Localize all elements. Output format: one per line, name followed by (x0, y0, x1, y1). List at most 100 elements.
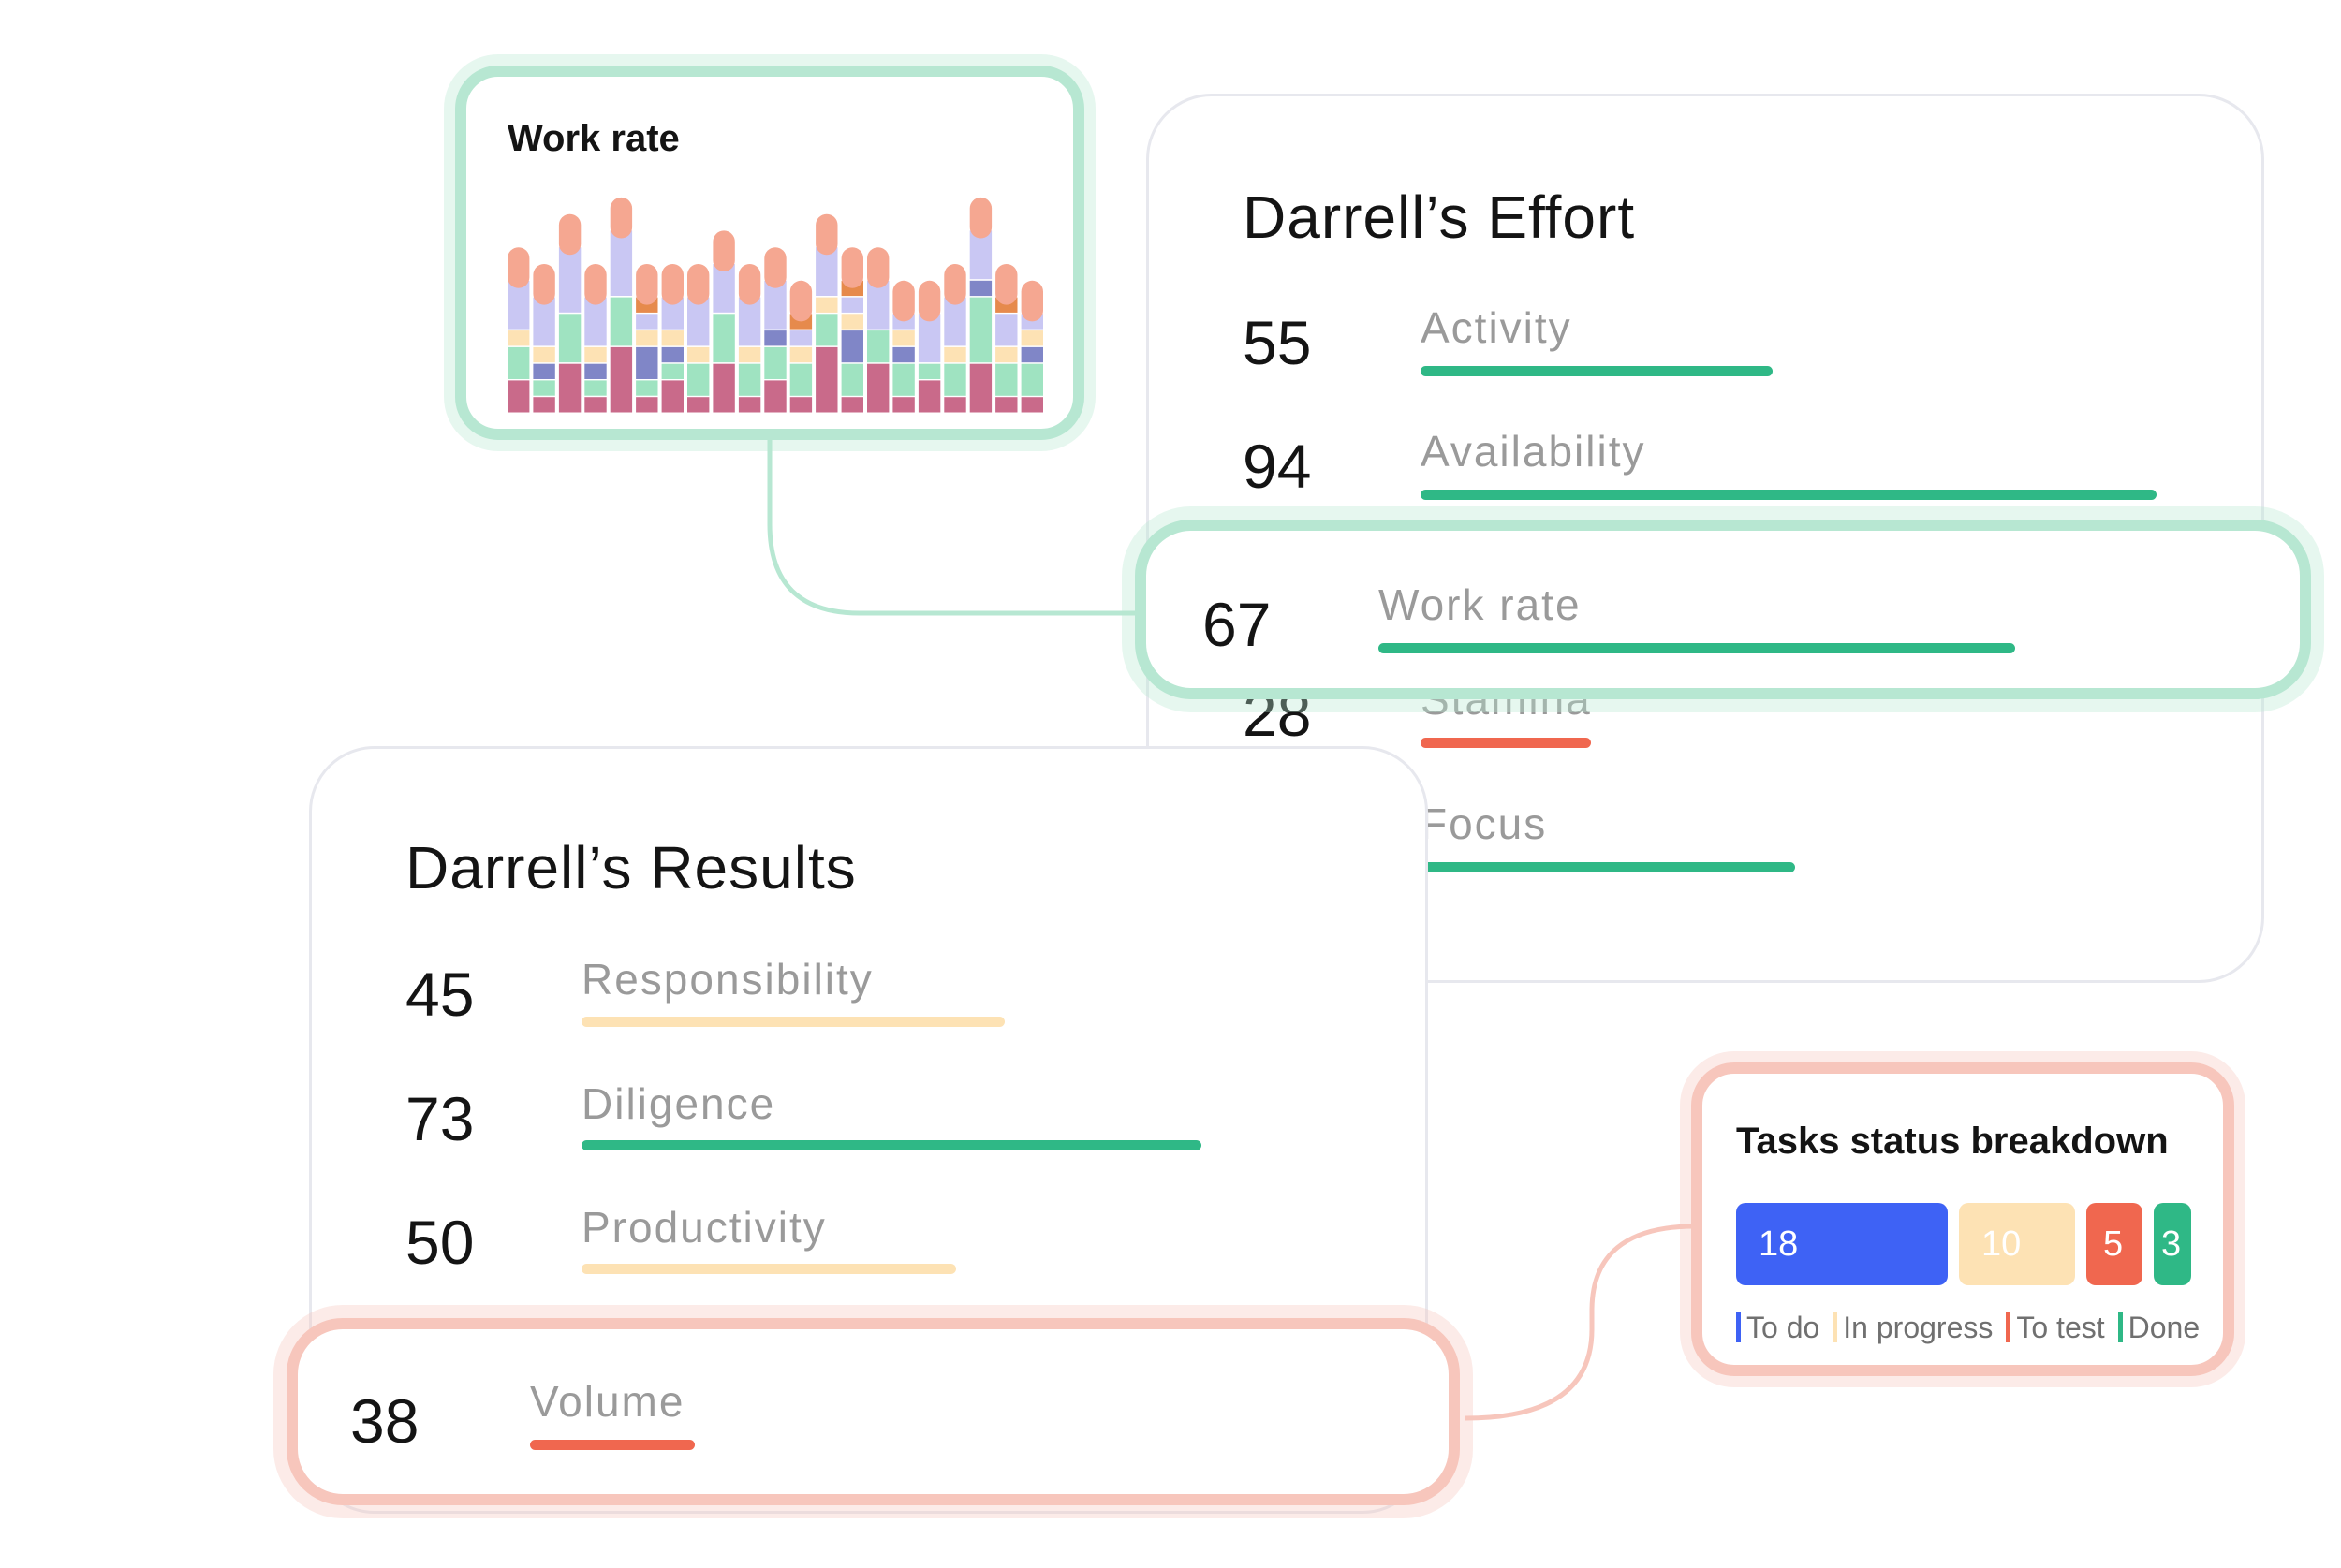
responsibility-bar (582, 1017, 1005, 1027)
volume-highlight-row[interactable]: 38 Volume (287, 1318, 1460, 1505)
work-rate-bar-21-cream (1021, 330, 1043, 346)
work-rate-bar-17-salmon (918, 280, 941, 322)
work-rate-bar-19-salmon (969, 197, 993, 239)
work-rate-bar-3-lavender (558, 247, 582, 313)
work-rate-bar-9-green (713, 314, 735, 363)
work-rate-bar-2-base (533, 397, 555, 413)
legend-done: Done (2117, 1312, 2200, 1342)
work-rate-bar-4-lavender (584, 297, 607, 346)
work-rate-bar-8-green (687, 363, 710, 396)
segment-done[interactable]: 3 (2154, 1203, 2191, 1285)
work-rate-bar-18-cream (944, 346, 966, 363)
work-rate-bar-11-base (764, 380, 787, 413)
responsibility-label: Responsibility (582, 955, 874, 1004)
work-rate-highlight-row[interactable]: 67 Work rate (1135, 520, 2311, 699)
responsibility-value: 45 (405, 960, 475, 1029)
work-rate-bar-7-lavender (661, 297, 684, 330)
work-rate-bar-3-salmon (558, 213, 582, 256)
work-rate-bar-5-green (610, 297, 633, 346)
work-rate-bar-19-lavender (969, 230, 993, 280)
work-rate-bar-11-violet (764, 330, 787, 346)
work-rate-bar-18-salmon (944, 264, 966, 305)
work-rate-bar-11-green (764, 346, 787, 379)
activity-value: 55 (1243, 308, 1312, 377)
work-rate-bar-9-salmon (713, 230, 735, 271)
work-rate-widget[interactable]: Work rate (455, 66, 1084, 440)
segment-in-progress[interactable]: 10 (1959, 1203, 2075, 1285)
work-rate-bar-17-lavender (918, 314, 941, 363)
work-rate-bar-6-lavender (636, 314, 658, 330)
work-rate-bar-18-lavender (944, 297, 966, 346)
work-rate-bar-15-lavender (867, 280, 890, 330)
work-rate-bar-5-salmon (610, 197, 633, 239)
work-rate-bar-16-green (892, 363, 915, 396)
work-rate-bar-2-cream (533, 346, 555, 363)
effort-title: Darrell’s Effort (1243, 183, 1636, 251)
work-rate-bar-10-lavender (738, 297, 761, 346)
work-rate-bar-4-green (584, 380, 607, 396)
tasks-legend: To do In progress To test Done (1736, 1312, 2200, 1342)
work-rate-bar-12-cream (789, 346, 813, 363)
work-rate-bar-1-salmon (508, 247, 530, 288)
work-rate-bar-13-green (816, 314, 838, 346)
work-rate-bar-3-green (558, 314, 582, 363)
diligence-value: 73 (405, 1084, 475, 1153)
volume-label: Volume (530, 1377, 685, 1426)
availability-value: 94 (1243, 432, 1312, 501)
work-rate-bar-16-violet (892, 346, 915, 363)
segment-to-test[interactable]: 5 (2086, 1203, 2142, 1285)
work-rate-bar-16-salmon (892, 280, 915, 322)
work-rate-bar-14-salmon (841, 247, 863, 288)
work-rate-bar-1-base (508, 380, 530, 413)
work-rate-bar-13-salmon (816, 213, 838, 256)
work-rate-bar-12-salmon (789, 280, 813, 322)
work-rate-bar-7-salmon (661, 264, 684, 305)
work-rate-bar-18-green (944, 363, 966, 396)
productivity-bar (582, 1264, 956, 1274)
work-rate-bar-15-base (867, 363, 890, 413)
legend-to-do: To do (1736, 1312, 1819, 1342)
work-rate-bar-21-base (1021, 397, 1043, 413)
work-rate-bar-6-green (636, 380, 658, 396)
work-rate-bar-14-cream (841, 314, 863, 330)
work-rate-bar-14-lavender (841, 297, 863, 313)
focus-label: Focus (1421, 799, 1548, 848)
work-rate-bar-10-salmon (738, 264, 761, 305)
work-rate-bar-5-lavender (610, 230, 633, 296)
work-rate-bar-2-salmon (533, 264, 555, 305)
stamina-bar (1421, 738, 1591, 748)
work-rate-bar-17-green (918, 363, 941, 379)
work-rate-bar-20-cream (995, 346, 1018, 363)
work-rate-bar-18-base (944, 397, 966, 413)
segment-to-do[interactable]: 18 (1736, 1203, 1948, 1285)
work-rate-bar-6-salmon (636, 264, 658, 305)
volume-bar (530, 1440, 695, 1450)
legend-to-test: To test (2006, 1312, 2105, 1342)
work-rate-bar-10-base (738, 397, 761, 413)
work-rate-bar-7-cream (661, 330, 684, 346)
activity-label: Activity (1421, 303, 1572, 352)
work-rate-bar-1-lavender (508, 280, 530, 330)
diligence-label: Diligence (582, 1079, 776, 1128)
work-rate-bar-7-violet (661, 346, 684, 363)
work-rate-connector (767, 440, 1147, 616)
work-rate-bar-10-cream (738, 346, 761, 363)
work-rate-bar-19-green (969, 297, 993, 363)
diligence-bar (582, 1140, 1201, 1150)
work-rate-bar-10-green (738, 363, 761, 396)
work-rate-bar-16-cream (892, 330, 915, 346)
work-rate-bar-20-base (995, 397, 1018, 413)
work-rate-bar-4-violet (584, 363, 607, 379)
volume-connector (1465, 1224, 1696, 1421)
work-rate-widget-title: Work rate (508, 118, 680, 159)
work-rate-bar-6-cream (636, 330, 658, 346)
work-rate-bar-21-violet (1021, 346, 1043, 363)
work-rate-bar-7-base (661, 380, 684, 413)
work-rate-bar-13-lavender (816, 247, 838, 296)
results-title: Darrell’s Results (405, 834, 857, 901)
work-rate-bar-9-lavender (713, 264, 735, 313)
tasks-widget[interactable]: Tasks status breakdown 18 10 5 3 To do I… (1691, 1062, 2234, 1376)
work-rate-bar-13-cream (816, 297, 838, 313)
work-rate-bar-11-salmon (764, 247, 787, 288)
